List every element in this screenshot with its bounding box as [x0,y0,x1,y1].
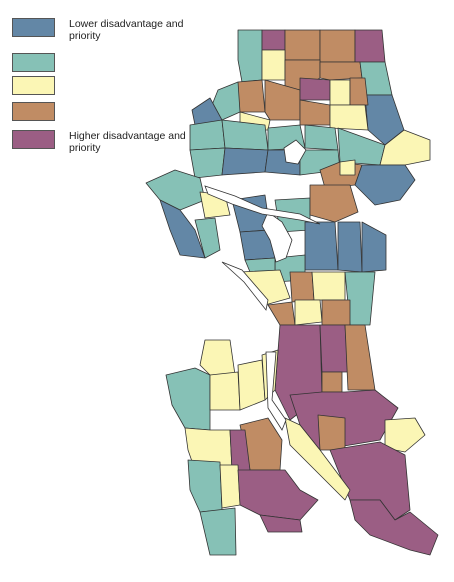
tract-n-brown-g [299,99,331,126]
legend-item-middle [12,76,209,95]
tract-mq-brown-a [309,184,359,223]
tract-se-purple-e [349,499,439,556]
tract-nc-blue-a [221,147,269,176]
legend-item-highest: Higher disadvantage and priority [12,130,209,154]
legend-label-lowest: Lower disadvantage and priority [69,18,184,42]
tract-ws-yellow-c [237,359,266,411]
tract-ws-purple-c [259,514,303,533]
tract-ch-blue-c [361,221,387,273]
tract-ws-teal-c [199,507,237,556]
tract-n-purple-c [299,77,331,101]
tract-n-purple-b [354,29,386,63]
tract-se-purple-b [319,324,349,373]
tract-n-brown-f [349,77,369,106]
legend-item-low [12,53,209,72]
tract-n-yellow-b [329,79,351,106]
tract-se-brown-b [321,371,343,393]
legend-item-high [12,102,209,121]
duwamish-waterway [265,351,287,431]
tract-ch-teal-b [244,257,276,273]
tract-se-brown-a [344,324,376,391]
tract-ch-blue-a [304,221,339,271]
tract-dt-yellow-c [294,299,323,326]
legend-swatch-lowest [12,18,55,37]
tract-dt-brown-c [321,299,351,326]
legend-swatch-highest [12,130,55,149]
tract-nc-teal-d [304,124,339,151]
tract-dw-yellow-a [284,417,351,501]
tract-n-brown-e [264,79,301,121]
tract-n-brown-d [319,61,363,81]
tract-n-brown-b [319,29,356,63]
tract-se-yellow-a [384,417,426,453]
tract-dt-yellow-b [311,271,346,301]
water-bodies [204,139,321,431]
legend-label-highest: Higher disadvantage and priority [69,130,186,154]
tract-mq-teal-b [194,217,221,259]
tract-ws-teal-b [187,459,223,513]
green-lake [283,139,307,165]
census-tracts [145,29,439,556]
legend-swatch-middle [12,76,55,95]
tract-n-yellow-a [261,49,286,81]
lake-union [261,211,293,263]
tract-n-purple-a [261,29,286,51]
tract-dt-brown-a [289,271,315,303]
tract-ch-blue-b [337,221,363,273]
elliott-bay-inlet [221,261,269,311]
tract-ws-yellow-b [209,371,241,411]
tract-n-yellow-c [329,104,369,131]
tract-n-brown-a [284,29,321,61]
tract-ws-teal-a [165,367,211,431]
tract-n-far-northwest [237,29,263,83]
legend-swatch-low [12,53,55,72]
tract-ws-purple-b [237,469,319,521]
legend-swatch-high [12,102,55,121]
tract-dt-brown-b [267,301,296,326]
tract-nc-teal-b [221,119,269,151]
tract-se-brown-c [317,414,346,451]
legend-item-lowest: Lower disadvantage and priority [12,18,209,42]
tract-ws-yellow-f [219,464,241,509]
ship-canal [204,185,321,225]
tract-nc-yellow-f [339,159,356,176]
tract-nc-blue-c [354,164,416,206]
